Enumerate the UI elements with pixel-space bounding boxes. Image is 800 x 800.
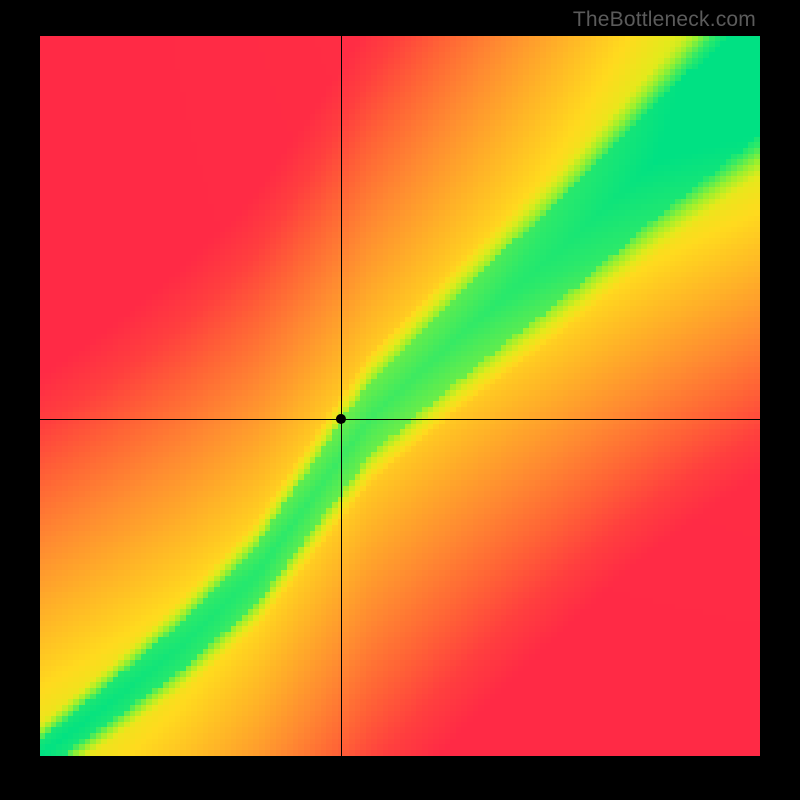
watermark-label: TheBottleneck.com [573,8,756,32]
bottleneck-heatmap [40,36,760,756]
figure-container: TheBottleneck.com [0,0,800,800]
